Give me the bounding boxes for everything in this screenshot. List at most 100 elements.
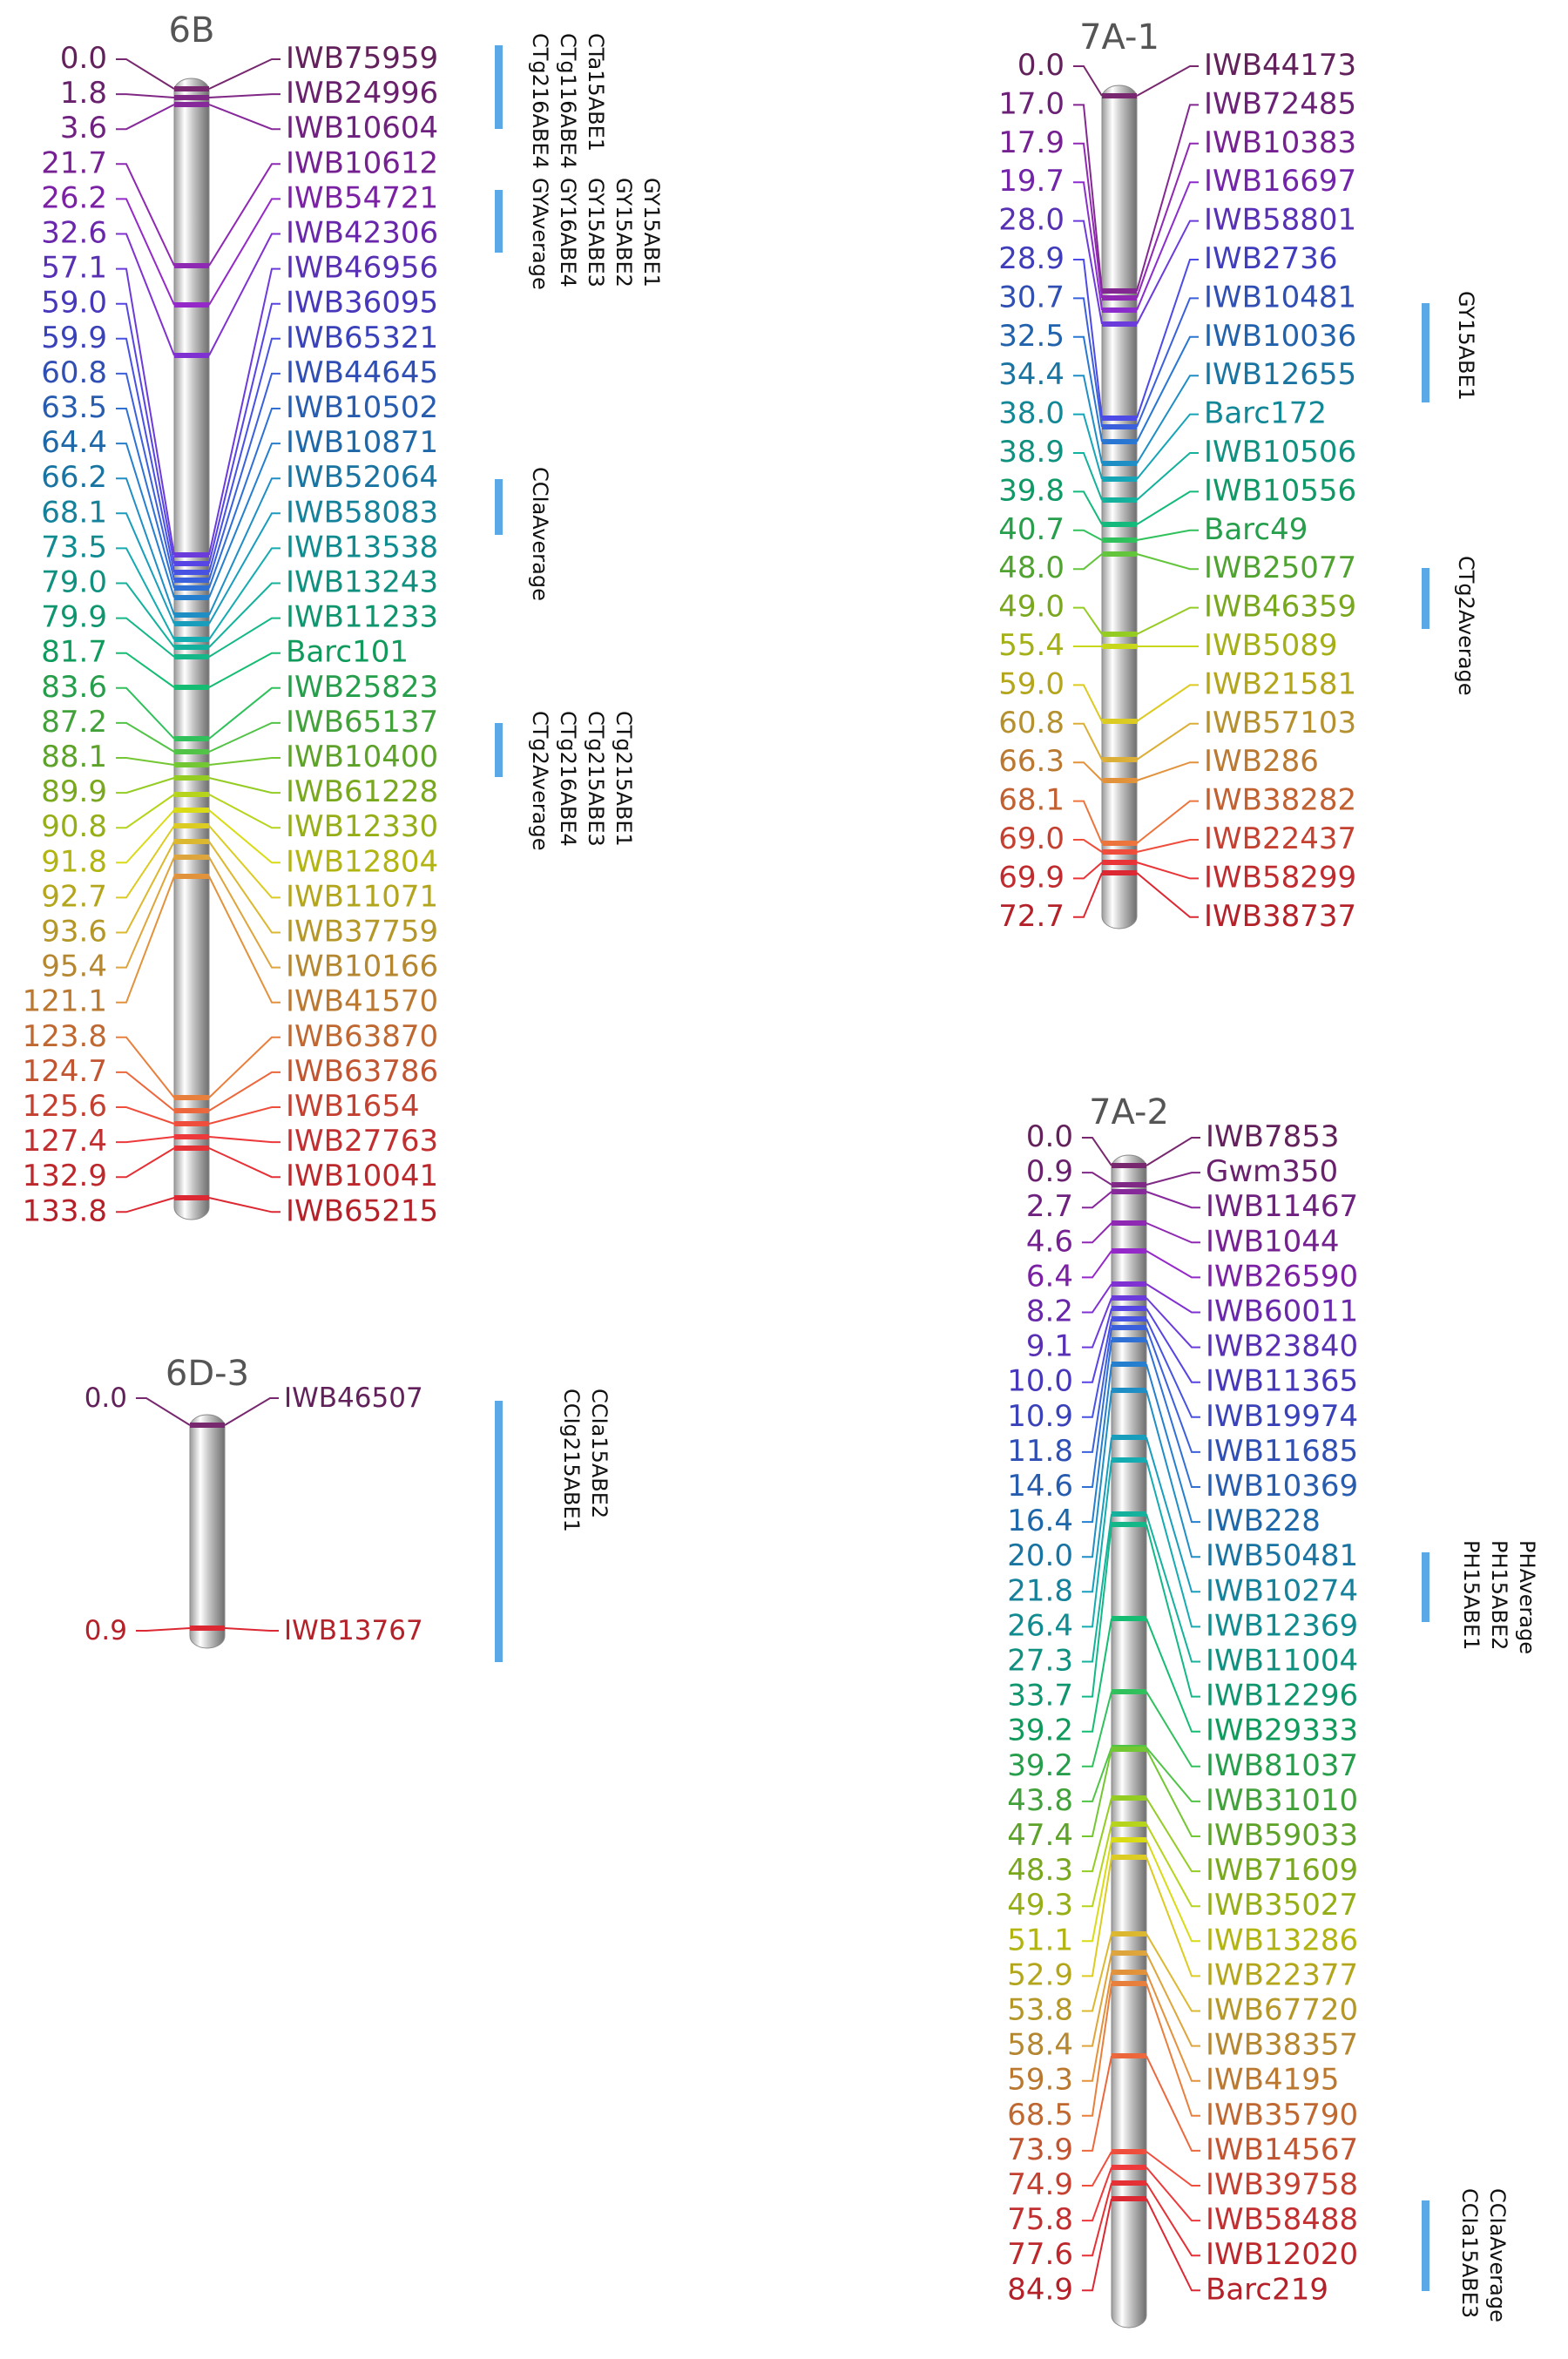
position-label: 0.0 [1017, 48, 1064, 83]
position-label: 68.1 [998, 783, 1064, 818]
marker-connector [208, 198, 280, 306]
marker-label: Barc101 [286, 635, 409, 670]
marker-label: IWB59033 [1206, 1818, 1358, 1853]
position-connector [1073, 862, 1103, 880]
position-label: 59.0 [998, 666, 1064, 701]
position-connector [116, 477, 175, 616]
marker-label: IWB22377 [1206, 1957, 1358, 1992]
marker-connector [1146, 1436, 1200, 1593]
marker-connector [208, 617, 280, 658]
marker-label: IWB29333 [1206, 1713, 1358, 1748]
position-label: 14.6 [1007, 1469, 1073, 1504]
marker-connector [1146, 1952, 1200, 2047]
position-connector [116, 512, 175, 625]
position-connector [1082, 1363, 1112, 1524]
position-connector [116, 93, 175, 98]
marker-connector [1136, 375, 1199, 464]
position-connector [116, 809, 175, 864]
marker-label: IWB38737 [1204, 899, 1356, 934]
position-connector [1082, 1691, 1112, 1768]
marker-label: IWB63870 [286, 1019, 438, 1054]
marker-connector [1136, 65, 1199, 97]
marker-label: IWB13286 [1206, 1923, 1358, 1957]
position-label: 1.8 [60, 76, 107, 111]
marker-label: IWB13767 [284, 1615, 423, 1646]
position-connector [1073, 65, 1103, 97]
marker-connector [1136, 862, 1199, 880]
marker-label: IWB25823 [286, 670, 438, 705]
position-connector [1082, 1983, 1112, 2117]
marker-connector [208, 302, 280, 564]
marker-connector [1146, 2151, 1200, 2187]
position-label: 59.3 [1007, 2063, 1073, 2098]
position-connector [116, 58, 175, 90]
marker-label: IWB46956 [286, 251, 438, 286]
marker-label: IWB228 [1206, 1504, 1321, 1538]
marker-label: IWB10604 [286, 111, 438, 145]
marker-connector [208, 1036, 280, 1098]
position-connector [116, 372, 175, 581]
position-connector [1082, 1618, 1112, 1733]
marker-connector [208, 512, 280, 625]
marker-label: IWB10383 [1204, 125, 1356, 160]
marker-label: IWB63786 [286, 1054, 438, 1089]
marker-connector [1146, 2055, 1200, 2152]
marker-label: IWB65137 [286, 705, 438, 740]
marker-label: IWB10556 [1204, 473, 1356, 508]
position-label: 91.8 [41, 844, 107, 879]
marker-label: IWB35027 [1206, 1888, 1358, 1923]
marker-connector [208, 686, 280, 740]
position-label: 127.4 [23, 1124, 107, 1159]
marker-label: IWB36095 [286, 286, 438, 321]
position-connector [1082, 1797, 1112, 1873]
marker-connector [1146, 1222, 1200, 1244]
qtl-label: GY15ABE1 [639, 178, 664, 287]
marker-label: IWB2736 [1204, 241, 1338, 276]
marker-label: IWB38282 [1204, 783, 1356, 818]
position-label: 9.1 [1026, 1329, 1073, 1364]
position-connector [1073, 490, 1103, 525]
marker-connector [1146, 2166, 1200, 2222]
position-connector [1082, 1318, 1112, 1418]
marker-connector [224, 1397, 279, 1426]
qtl-bar [495, 723, 503, 777]
marker-connector [208, 1071, 280, 1112]
position-label: 83.6 [41, 670, 107, 705]
position-connector [1082, 1222, 1112, 1244]
position-label: 39.8 [998, 473, 1064, 508]
position-connector [116, 652, 175, 688]
position-connector [116, 233, 175, 356]
position-connector [116, 856, 175, 969]
position-label: 51.1 [1007, 1923, 1073, 1957]
marker-connector [208, 794, 280, 829]
marker-connector [1136, 413, 1199, 480]
position-label: 28.9 [998, 241, 1064, 276]
chromosome-title: 6B [169, 10, 215, 51]
position-label: 93.6 [41, 915, 107, 950]
position-connector [116, 1071, 175, 1112]
position-label: 133.8 [23, 1193, 107, 1228]
marker-label: IWB46359 [1204, 590, 1356, 625]
position-label: 121.1 [23, 984, 107, 1019]
position-label: 17.9 [998, 125, 1064, 160]
chromosome-6d-3: 6D-3 0.0 IWB46507 0.9 IWB13767 CCIg215ABE1 CCI… [84, 1354, 612, 1662]
position-label: 81.7 [41, 635, 107, 670]
marker-connector [1136, 297, 1199, 428]
qtl-label: CCIaAverage [528, 467, 552, 601]
marker-label: IWB46507 [284, 1382, 423, 1414]
marker-label: IWB12655 [1204, 357, 1356, 392]
position-label: 53.8 [1007, 1993, 1073, 2028]
marker-connector [208, 1147, 280, 1179]
marker-connector [1136, 104, 1199, 292]
chromosome-7a-2: 7A-2 0.0 IWB7853 0.9 Gwm350 2.7 IWB11467 4.6 IWB… [1007, 1092, 1539, 2329]
qtl-label: GY15ABE3 [584, 178, 608, 287]
marker-label: IWB58299 [1204, 860, 1356, 895]
marker-connector [208, 652, 280, 688]
marker-connector [1146, 1691, 1200, 1768]
marker-connector [1146, 1933, 1200, 2012]
marker-label: IWB11365 [1206, 1364, 1358, 1399]
marker-label: Barc219 [1206, 2272, 1328, 2307]
position-connector [1082, 1933, 1112, 2012]
marker-connector [208, 809, 280, 864]
position-connector [1082, 1137, 1112, 1166]
